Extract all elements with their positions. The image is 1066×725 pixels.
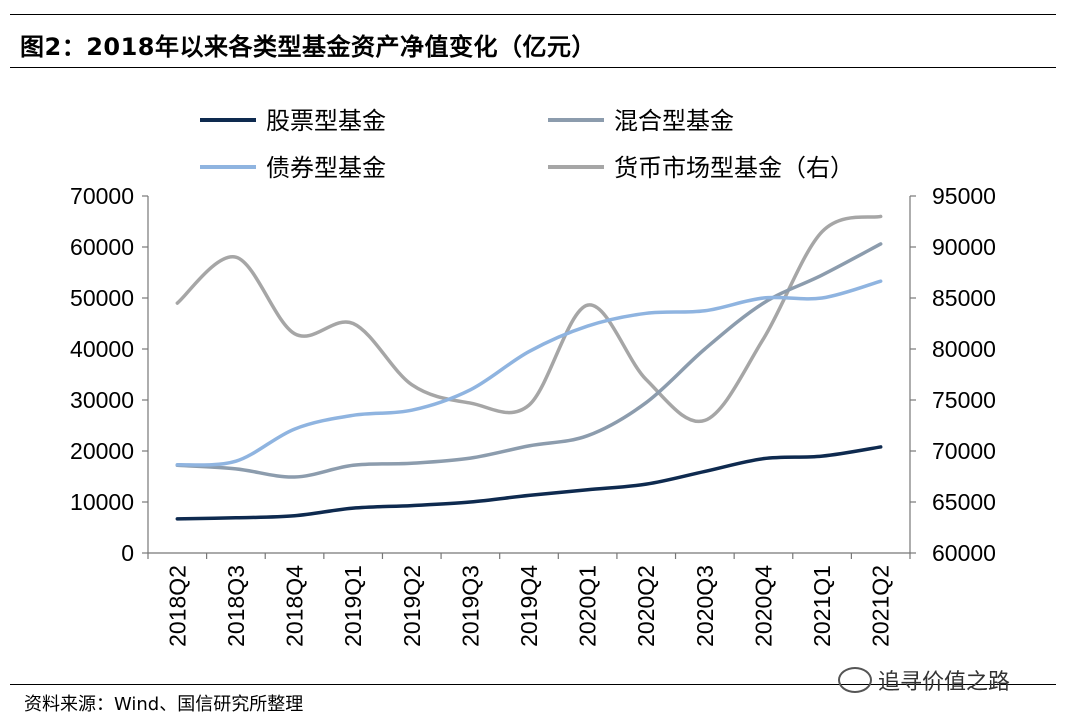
source-note: 资料来源：Wind、国信研究所整理 xyxy=(24,694,304,715)
series-line-3 xyxy=(175,214,883,424)
x-tick-label: 2018Q4 xyxy=(282,565,308,647)
left-tick-label: 30000 xyxy=(70,387,134,413)
right-tick-label: 95000 xyxy=(932,183,996,209)
x-tick-label: 2021Q1 xyxy=(809,565,835,647)
series-line-1 xyxy=(175,242,883,479)
chart-title: 图2：2018年以来各类型基金资产净值变化（亿元） xyxy=(20,33,596,61)
left-tick-label: 0 xyxy=(121,540,134,566)
x-tick-label: 2020Q2 xyxy=(633,565,659,647)
left-tick-label: 70000 xyxy=(70,183,134,209)
right-tick-label: 65000 xyxy=(932,489,996,515)
left-tick-label: 10000 xyxy=(70,489,134,515)
axes: 0 10000 20000 30000 40000 50000 60000 70000 6000… xyxy=(70,183,996,647)
x-tick-label: 2018Q3 xyxy=(223,565,249,647)
series-line-2 xyxy=(175,279,883,467)
x-tick-label: 2021Q2 xyxy=(868,565,894,647)
legend-label-1: 混合型基金 xyxy=(614,107,734,135)
right-tick-label: 90000 xyxy=(932,234,996,260)
legend-label-2: 债券型基金 xyxy=(266,154,386,182)
right-tick-label: 80000 xyxy=(932,336,996,362)
left-tick-label: 50000 xyxy=(70,285,134,311)
series-lines xyxy=(175,214,883,521)
x-tick-label: 2020Q3 xyxy=(692,565,718,647)
x-tick-label: 2018Q2 xyxy=(164,565,190,647)
x-tick-label: 2020Q4 xyxy=(750,565,776,647)
watermark-text: 追寻价值之路 xyxy=(878,670,1011,695)
left-tick-label: 40000 xyxy=(70,336,134,362)
left-tick-label: 20000 xyxy=(70,438,134,464)
watermark: 追寻价值之路 xyxy=(838,664,1010,696)
x-tick-label: 2020Q1 xyxy=(575,565,601,647)
legend-label-0: 股票型基金 xyxy=(266,107,386,135)
left-tick-label: 60000 xyxy=(70,234,134,260)
title-bar: 图2：2018年以来各类型基金资产净值变化（亿元） xyxy=(10,14,1056,68)
x-tick-label: 2019Q4 xyxy=(516,565,542,647)
right-tick-label: 75000 xyxy=(932,387,996,413)
right-tick-label: 85000 xyxy=(932,285,996,311)
footer-divider xyxy=(10,684,1056,685)
x-tick-label: 2019Q3 xyxy=(457,565,483,647)
x-tick-label: 2019Q1 xyxy=(340,565,366,647)
x-tick-label: 2019Q2 xyxy=(399,565,425,647)
right-tick-label: 70000 xyxy=(932,438,996,464)
right-tick-label: 60000 xyxy=(932,540,996,566)
wechat-icon xyxy=(838,667,872,693)
series-line-0 xyxy=(175,445,883,521)
legend-label-3: 货币市场型基金（右） xyxy=(614,154,854,182)
